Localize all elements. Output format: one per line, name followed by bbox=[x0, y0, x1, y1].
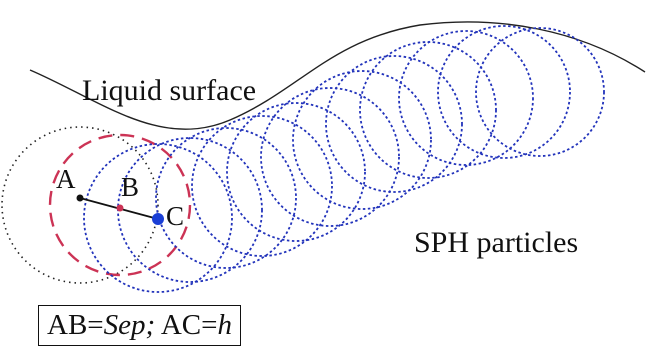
particle-circle bbox=[226, 102, 366, 242]
liquid-surface-label: Liquid surface bbox=[82, 74, 256, 107]
point-c-label: C bbox=[166, 201, 184, 231]
caption-ac-value: h bbox=[217, 309, 232, 341]
particle-circle bbox=[83, 143, 233, 293]
separation-circle bbox=[48, 133, 192, 277]
point-a-label: A bbox=[56, 164, 76, 194]
sph-particle-circles bbox=[83, 25, 605, 293]
particle-circle bbox=[325, 55, 463, 193]
support-domain-circle bbox=[1, 126, 159, 284]
liquid-surface-curve bbox=[29, 21, 646, 130]
point-c-marker bbox=[152, 213, 164, 225]
sph-particles-label: SPH particles bbox=[414, 226, 578, 259]
particle-circle bbox=[437, 25, 571, 159]
point-b-marker bbox=[116, 204, 124, 212]
particle-circle bbox=[191, 115, 333, 257]
particle-circle bbox=[475, 27, 605, 157]
point-b-label: B bbox=[121, 172, 139, 202]
particle-circle bbox=[155, 127, 297, 269]
point-a-marker bbox=[76, 194, 84, 202]
definition-caption: AB= Sep; AC= h bbox=[38, 305, 241, 346]
particle-circle bbox=[359, 41, 497, 179]
particle-circle bbox=[398, 30, 534, 166]
caption-ab-value: Sep; bbox=[103, 309, 156, 341]
caption-ac-prefix: AC= bbox=[155, 309, 218, 341]
particle-circle bbox=[292, 70, 432, 210]
caption-ab-prefix: AB= bbox=[47, 309, 104, 341]
particle-circle bbox=[260, 87, 400, 227]
